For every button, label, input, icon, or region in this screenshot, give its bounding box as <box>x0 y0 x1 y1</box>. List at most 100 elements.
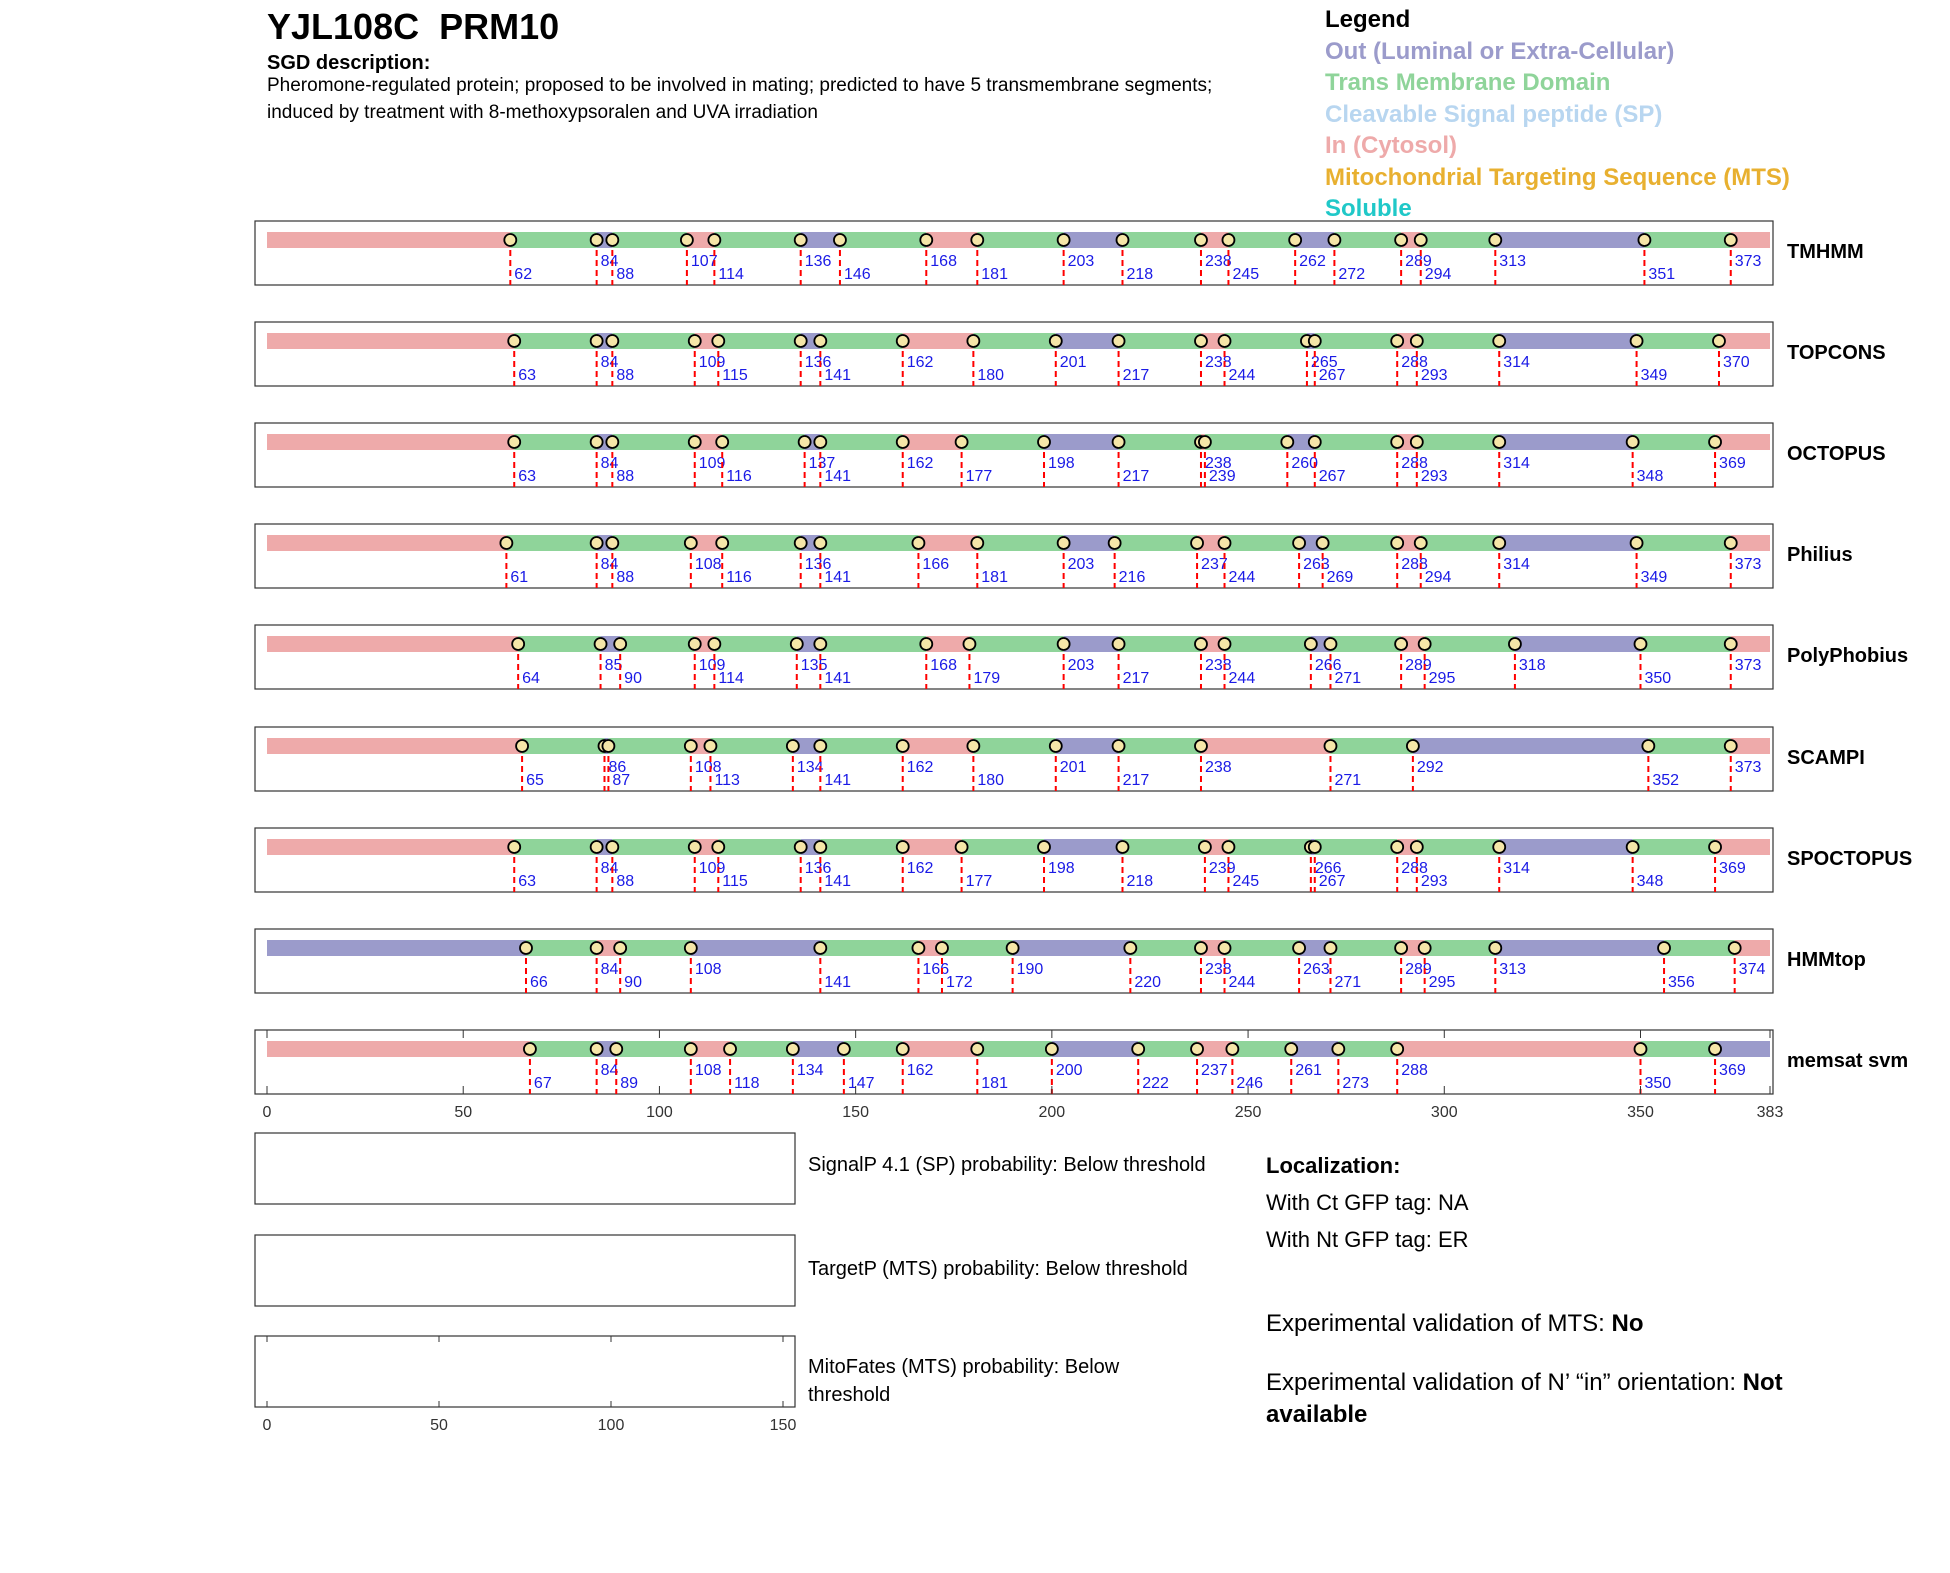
segment-out <box>1495 940 1665 956</box>
boundary-label: 63 <box>518 367 536 384</box>
boundary-marker <box>1390 435 1405 449</box>
segment-tm <box>1118 738 1201 754</box>
boundary-label: 168 <box>930 657 957 674</box>
segment-in <box>1401 636 1425 652</box>
segment-tm <box>1224 636 1311 652</box>
boundary-label: 116 <box>726 468 752 485</box>
axis-tick-label: 300 <box>1431 1104 1458 1121</box>
boundary-marker <box>605 536 620 550</box>
boundary-label: 141 <box>824 873 851 890</box>
boundary-marker <box>1005 941 1020 955</box>
segment-tm <box>1204 434 1288 450</box>
boundary-marker <box>715 536 730 550</box>
gene-id: YJL108C <box>267 6 420 47</box>
boundary-marker <box>589 435 604 449</box>
boundary-marker <box>1625 435 1640 449</box>
boundary-marker <box>1409 334 1424 348</box>
boundary-label: 269 <box>1327 569 1354 586</box>
boundary-label: 65 <box>526 772 544 789</box>
segment-tm <box>820 839 903 855</box>
boundary-label: 245 <box>1232 266 1259 283</box>
legend: Legend Out (Luminal or Extra-Cellular) T… <box>1325 4 1790 225</box>
boundary-marker <box>954 435 969 449</box>
boundary-marker <box>1492 435 1507 449</box>
segment-tm <box>1314 839 1398 855</box>
legend-title: Legend <box>1325 6 1411 33</box>
boundary-marker <box>895 739 910 753</box>
segment-tm <box>1648 738 1731 754</box>
boundary-marker <box>1390 536 1405 550</box>
boundary-label: 134 <box>797 1062 824 1079</box>
boundary-label: 141 <box>824 367 851 384</box>
track-octopus: 6384881091161371411621771982172382392602… <box>254 422 1886 488</box>
track-frame <box>254 624 1774 690</box>
boundary-label: 84 <box>601 1062 619 1079</box>
boundary-label: 222 <box>1142 1075 1169 1092</box>
boundary-label: 162 <box>907 455 934 472</box>
boundary-marker <box>519 941 533 955</box>
segment-tm <box>612 232 687 248</box>
mts-validation-value: No <box>1611 1310 1644 1337</box>
boundary-label: 141 <box>824 468 851 485</box>
boundary-marker <box>1225 1042 1240 1056</box>
boundary-marker <box>1323 739 1338 753</box>
boundary-label: 267 <box>1319 367 1346 384</box>
boundary-label: 90 <box>624 670 642 687</box>
boundary-marker <box>785 739 800 753</box>
segment-tm <box>616 1041 691 1057</box>
segment-tm <box>1640 636 1731 652</box>
boundary-marker <box>1307 435 1322 449</box>
boundary-label: 218 <box>1126 873 1153 890</box>
boundary-marker <box>511 637 526 651</box>
segment-tm <box>1424 636 1515 652</box>
segment-in <box>267 535 507 551</box>
boundary-marker <box>895 840 910 854</box>
segment-tm <box>514 839 597 855</box>
segment-out <box>1715 1041 1770 1057</box>
boundary-label: 217 <box>1123 670 1150 687</box>
boundary-label: 373 <box>1735 253 1762 270</box>
segment-tm <box>1122 232 1201 248</box>
boundary-label: 217 <box>1123 367 1150 384</box>
boundary-label: 61 <box>510 569 528 586</box>
boundary-marker <box>1190 536 1204 550</box>
boundary-label: 115 <box>722 367 748 384</box>
segment-in <box>902 738 974 754</box>
boundary-marker <box>1637 233 1652 247</box>
boundary-label: 107 <box>691 253 718 270</box>
boundary-label: 63 <box>518 873 536 890</box>
boundary-label: 181 <box>981 1075 1008 1092</box>
segment-tm <box>1322 535 1398 551</box>
boundary-marker <box>1629 536 1644 550</box>
legend-item-tm: Trans Membrane Domain <box>1325 69 1611 96</box>
boundary-label: 263 <box>1303 961 1330 978</box>
boundary-marker <box>1394 637 1409 651</box>
boundary-label: 84 <box>601 556 619 573</box>
boundary-marker <box>966 739 981 753</box>
boundary-label: 244 <box>1229 670 1256 687</box>
segment-in <box>694 839 719 855</box>
boundary-marker <box>711 334 726 348</box>
boundary-marker <box>962 637 977 651</box>
boundary-label: 289 <box>1405 253 1432 270</box>
targetp-probability-label: TargetP (MTS) probability: Below thresho… <box>808 1258 1188 1280</box>
boundary-label: 168 <box>930 253 957 270</box>
segment-tm <box>612 434 695 450</box>
axis-tick-label: 200 <box>1039 1104 1066 1121</box>
boundary-label: 108 <box>695 961 722 978</box>
boundary-marker <box>1413 233 1428 247</box>
boundary-marker <box>785 1042 800 1056</box>
boundary-label: 370 <box>1723 354 1750 371</box>
boundary-label: 116 <box>726 569 752 586</box>
boundary-label: 108 <box>695 556 722 573</box>
segment-tm <box>620 636 695 652</box>
boundary-marker <box>1198 435 1212 449</box>
boundary-marker <box>499 536 514 550</box>
segment-tm <box>820 434 903 450</box>
boundary-marker <box>1044 1042 1059 1056</box>
boundary-label: 238 <box>1205 253 1232 270</box>
boundary-label: 88 <box>616 873 634 890</box>
boundary-marker <box>1492 536 1507 550</box>
segment-tm <box>1420 232 1496 248</box>
